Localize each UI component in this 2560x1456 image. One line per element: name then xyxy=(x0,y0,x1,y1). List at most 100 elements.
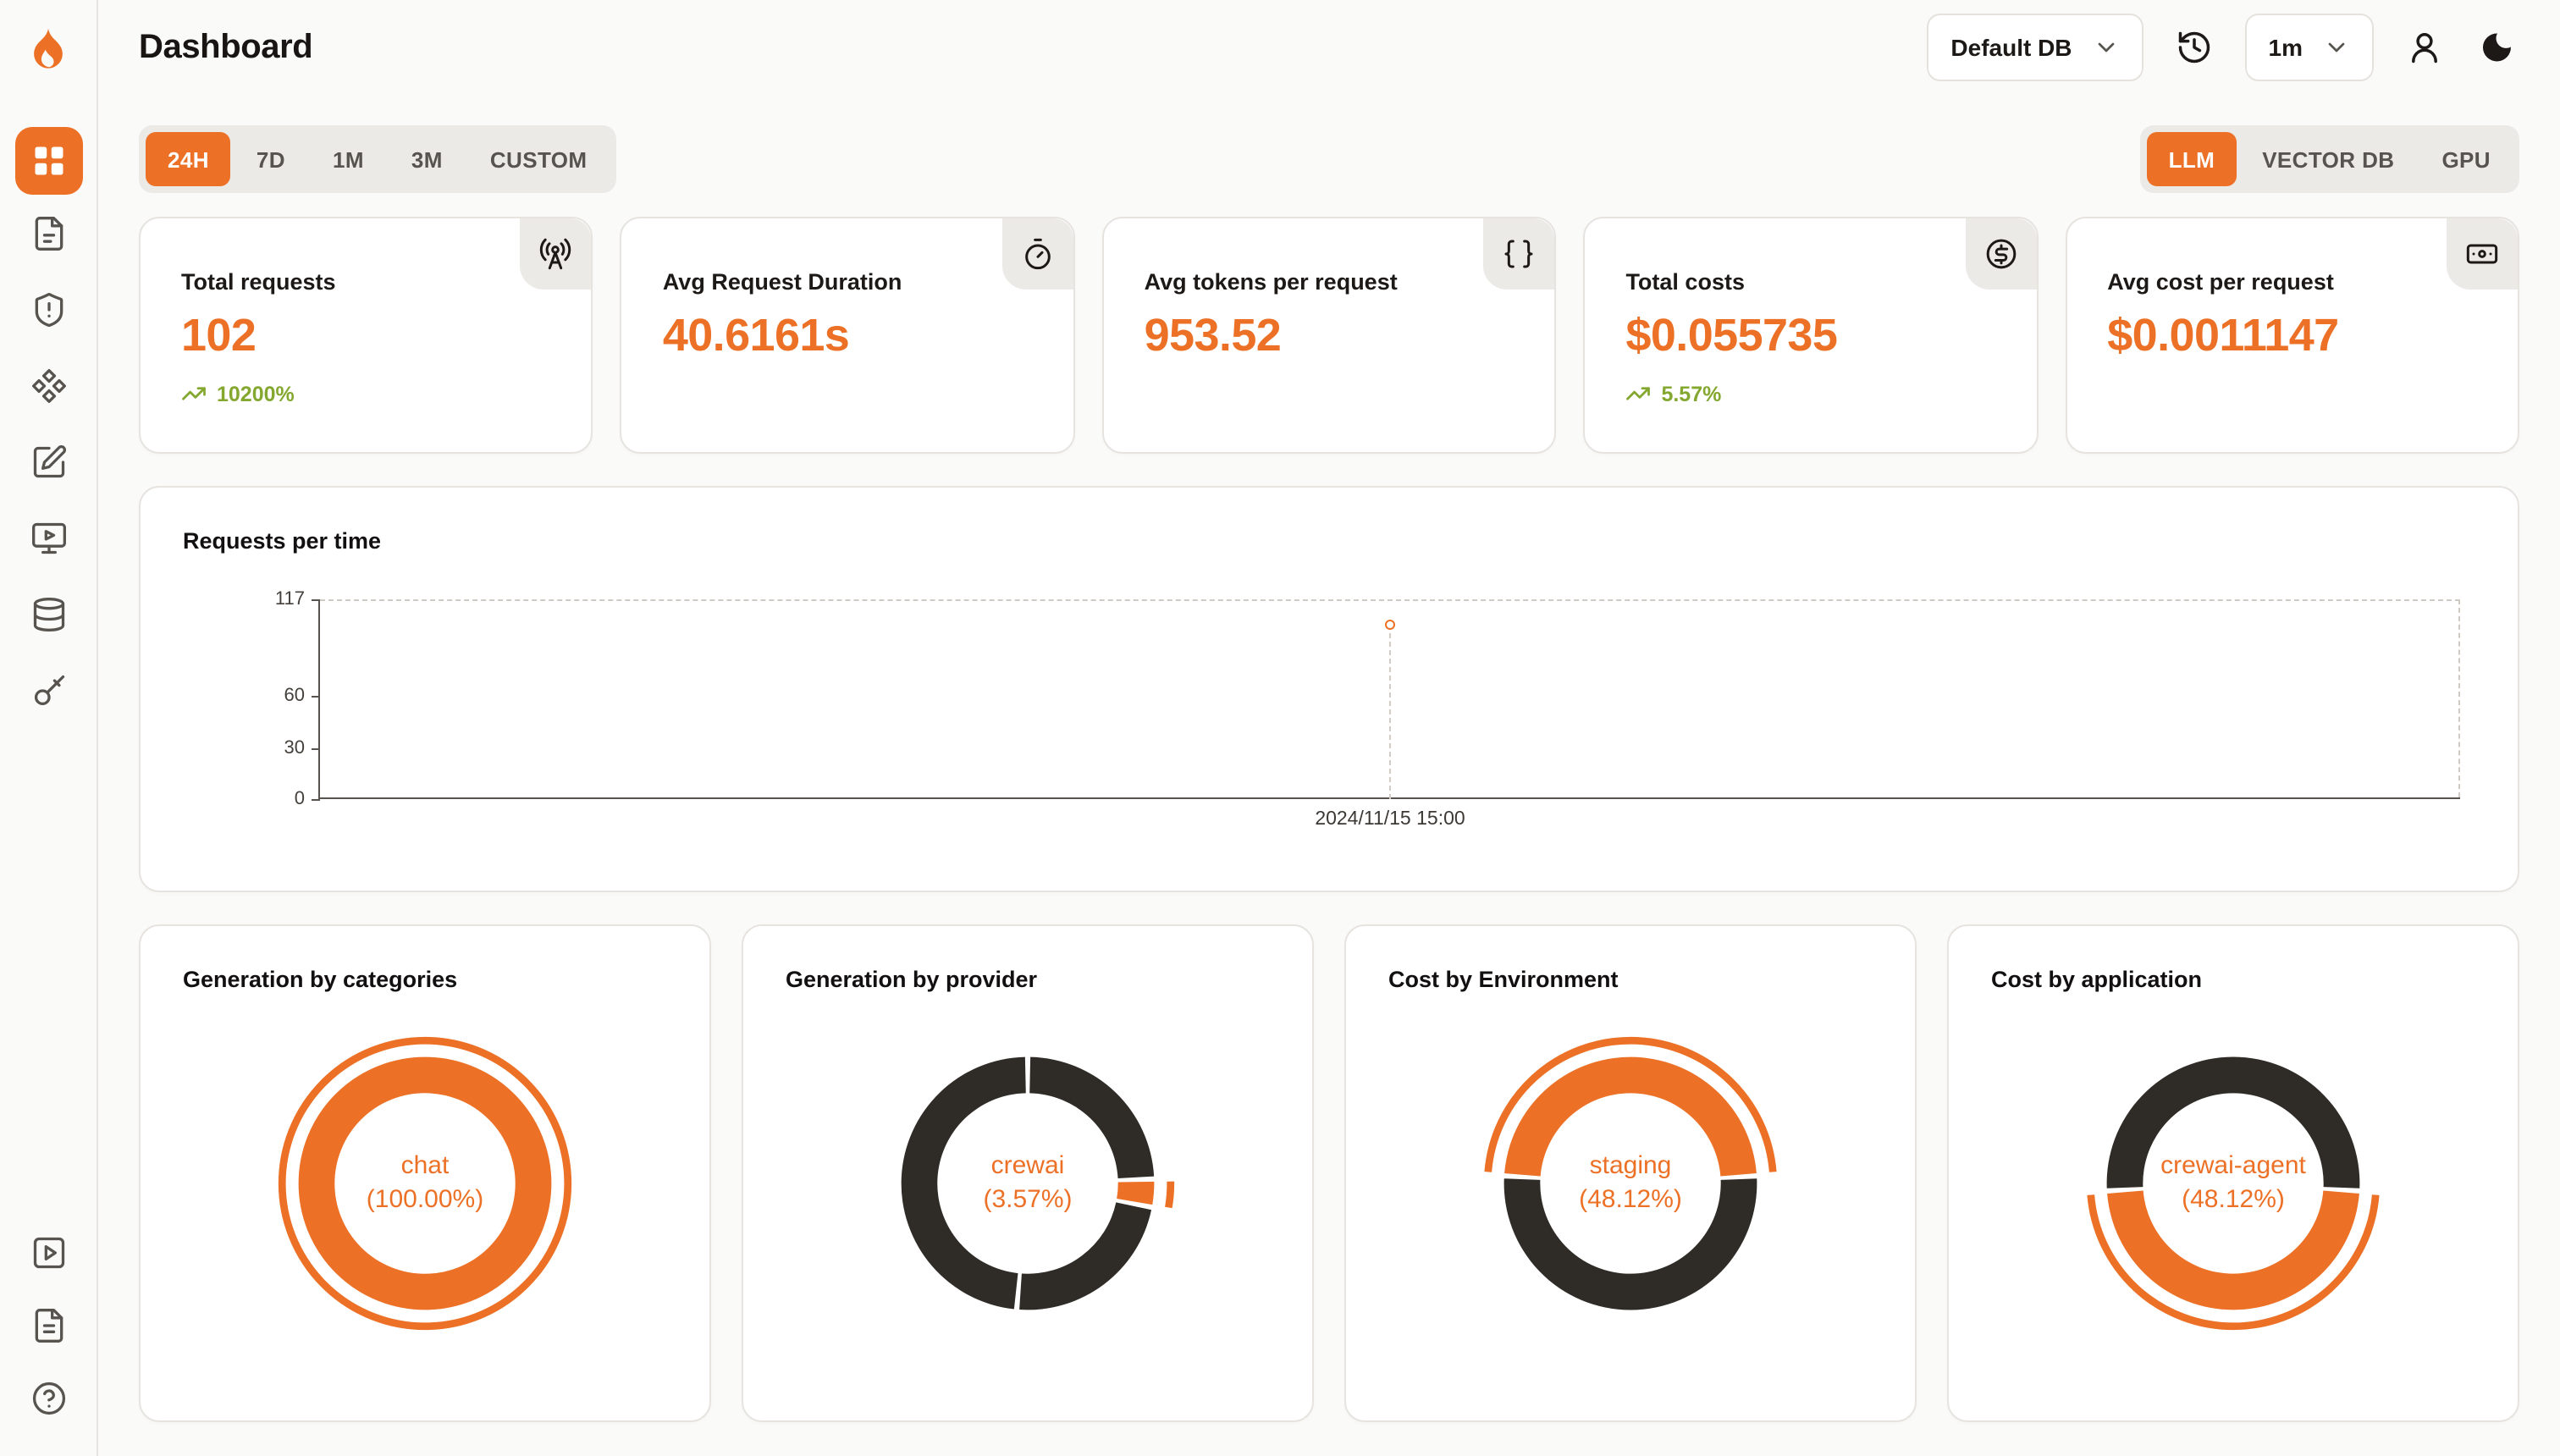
theme-toggle-button[interactable] xyxy=(2475,25,2519,69)
donut-title: Cost by Environment xyxy=(1388,967,1619,992)
history-icon xyxy=(2178,31,2210,63)
sidebar-item-databases[interactable] xyxy=(28,594,69,635)
sidebar-item-getting-started[interactable] xyxy=(28,1233,69,1273)
tab-7d[interactable]: 7D xyxy=(234,132,307,186)
moon-icon xyxy=(2482,33,2511,62)
sidebar-footer-nav xyxy=(28,1233,69,1419)
stat-delta: 5.57% xyxy=(1625,381,1995,406)
stat-card-total-costs: Total costs $0.055735 5.57% xyxy=(1583,217,2039,454)
main-content: 24H 7D 1M 3M CUSTOM LLM VECTOR DB GPU xyxy=(98,95,2560,1456)
braces-icon xyxy=(1504,240,1533,268)
square-play-icon xyxy=(32,1237,64,1269)
y-axis-tick-label: 0 xyxy=(294,789,305,809)
stat-card-total-requests: Total requests 102 10200% xyxy=(139,217,593,454)
refresh-interval-select[interactable]: 1m xyxy=(2244,14,2374,81)
filter-toolbar: 24H 7D 1M 3M CUSTOM LLM VECTOR DB GPU xyxy=(139,125,2519,193)
stat-value: $0.055735 xyxy=(1625,310,1838,361)
cost-by-application-card: Cost by application crewai-agent (48.12%… xyxy=(1947,924,2519,1422)
hover-guide-line xyxy=(1389,625,1391,799)
monitor-play-icon xyxy=(31,522,65,554)
flame-logo-icon xyxy=(34,27,63,68)
line-plot[interactable]: 117 60 30 0 2024/11/15 15:00 xyxy=(275,589,2460,830)
environment-donut-chart[interactable]: staging (48.12%) xyxy=(1466,1019,1795,1348)
scope-tabs: LLM VECTOR DB GPU xyxy=(2139,125,2519,193)
stat-label: Avg tokens per request xyxy=(1144,269,1398,295)
sidebar-item-playground[interactable] xyxy=(28,518,69,559)
tab-1m[interactable]: 1M xyxy=(311,132,386,186)
database-select[interactable]: Default DB xyxy=(1927,14,2143,81)
tab-24h[interactable]: 24H xyxy=(146,132,231,186)
layout-grid-icon xyxy=(34,146,63,175)
page-title: Dashboard xyxy=(139,28,313,65)
square-pen-icon xyxy=(32,445,65,478)
stat-card-avg-cost: Avg cost per request $0.0011147 xyxy=(2065,217,2520,454)
file-text-icon xyxy=(34,1309,63,1343)
timer-icon xyxy=(1024,238,1051,270)
donut-title: Generation by provider xyxy=(786,967,1038,992)
tab-llm[interactable]: LLM xyxy=(2146,132,2237,186)
sidebar-item-requests[interactable] xyxy=(28,213,69,254)
sidebar-item-api-keys[interactable] xyxy=(28,670,69,711)
stat-value: $0.0011147 xyxy=(2107,310,2339,361)
key-icon xyxy=(33,675,64,706)
stat-label: Total costs xyxy=(1625,269,1745,295)
time-range-tabs: 24H 7D 1M 3M CUSTOM xyxy=(139,125,616,193)
chevron-down-icon xyxy=(2323,34,2350,61)
sidebar-item-evaluations[interactable] xyxy=(28,442,69,483)
cost-by-environment-card: Cost by Environment staging (48.12%) xyxy=(1344,924,1917,1422)
component-icon xyxy=(31,369,65,403)
stat-label: Total requests xyxy=(181,269,336,295)
sidebar-item-exceptions[interactable] xyxy=(28,290,69,330)
categories-donut-chart[interactable]: chat (100.00%) xyxy=(261,1019,589,1348)
stat-delta: 10200% xyxy=(181,381,551,406)
sidebar-item-dashboard[interactable] xyxy=(14,127,82,195)
y-axis-tick-mark xyxy=(312,799,320,801)
generation-by-provider-card: Generation by provider crewai (3.57%) xyxy=(742,924,1314,1422)
donut-row: Generation by categories chat (100.00%) … xyxy=(139,924,2519,1422)
chart-title: Requests per time xyxy=(183,528,382,554)
application-donut-chart[interactable]: crewai-agent (48.12%) xyxy=(2069,1019,2397,1348)
donut-title: Cost by application xyxy=(1991,967,2203,992)
header-controls: Default DB 1m xyxy=(1927,14,2519,81)
y-axis-tick-mark xyxy=(312,599,320,601)
user-menu-button[interactable] xyxy=(2403,25,2447,69)
sidebar-item-prompts[interactable] xyxy=(28,366,69,406)
database-icon xyxy=(32,598,64,631)
app-logo xyxy=(25,0,71,95)
refresh-history-button[interactable] xyxy=(2172,25,2216,69)
topbar: Dashboard Default DB 1m xyxy=(98,0,2560,95)
requests-per-time-card: Requests per time 117 60 30 0 2024/11/15 15:… xyxy=(139,486,2519,892)
provider-donut-chart[interactable]: crewai (3.57%) xyxy=(863,1019,1192,1348)
trending-up-icon xyxy=(1626,387,1651,400)
sidebar-item-support[interactable] xyxy=(28,1378,69,1419)
stat-label: Avg cost per request xyxy=(2107,269,2334,295)
sidebar xyxy=(0,0,98,1456)
stat-value: 102 xyxy=(181,310,257,361)
y-axis-tick-mark xyxy=(312,747,320,750)
stat-value: 40.6161s xyxy=(662,310,850,361)
tab-3m[interactable]: 3M xyxy=(389,132,465,186)
sidebar-nav xyxy=(14,127,82,711)
file-icon xyxy=(34,217,63,251)
refresh-interval-value: 1m xyxy=(2268,34,2303,61)
y-axis-tick-mark xyxy=(312,696,320,698)
help-circle-icon xyxy=(31,1382,65,1415)
shield-alert-icon xyxy=(34,293,63,328)
user-icon xyxy=(2412,33,2437,63)
trending-up-icon xyxy=(182,387,206,400)
y-axis-tick-label: 30 xyxy=(284,737,306,758)
database-select-value: Default DB xyxy=(1950,34,2072,61)
donut-title: Generation by categories xyxy=(183,967,458,992)
tab-gpu[interactable]: GPU xyxy=(2419,132,2513,186)
generation-by-categories-card: Generation by categories chat (100.00%) xyxy=(139,924,711,1422)
tab-vector-db[interactable]: VECTOR DB xyxy=(2240,132,2416,186)
data-point-marker[interactable] xyxy=(1385,620,1395,631)
stats-row: Total requests 102 10200% Avg Request Du… xyxy=(139,217,2520,454)
stat-value: 953.52 xyxy=(1144,310,1282,361)
radio-tower-icon xyxy=(540,238,572,270)
sidebar-item-docs[interactable] xyxy=(28,1305,69,1346)
y-axis-tick-label: 60 xyxy=(284,686,306,707)
x-axis-tick-label: 2024/11/15 15:00 xyxy=(1315,809,1465,830)
tab-custom[interactable]: CUSTOM xyxy=(468,132,610,186)
y-axis-tick-label: 117 xyxy=(274,589,305,609)
